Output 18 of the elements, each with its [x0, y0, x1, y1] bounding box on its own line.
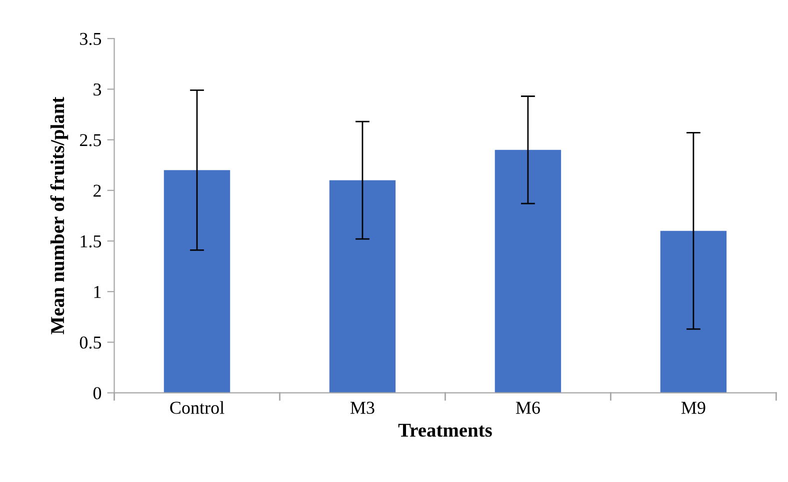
- bar: [660, 230, 727, 393]
- y-tick-label: 2: [94, 184, 101, 197]
- y-tick-label: 1.5: [80, 235, 102, 248]
- y-tick-label: 3.5: [80, 32, 102, 46]
- x-tick-label: M6: [516, 402, 540, 414]
- y-axis-title: Mean number of fruits/plant: [50, 96, 68, 334]
- bar: [494, 150, 562, 393]
- bar: [164, 170, 230, 393]
- x-tick-label: Control: [170, 401, 224, 414]
- bar: [329, 180, 396, 393]
- y-tick-label: 0.5: [80, 336, 102, 349]
- x-tick-label: M3: [350, 402, 374, 414]
- y-tick-label: 2.5: [80, 134, 102, 146]
- x-axis-title: Treatments: [398, 424, 492, 437]
- y-tick-label: 0: [93, 387, 102, 400]
- y-tick-label: 3: [94, 83, 102, 96]
- x-tick-label: M9: [681, 402, 706, 414]
- y-tick-label: 1: [94, 286, 101, 298]
